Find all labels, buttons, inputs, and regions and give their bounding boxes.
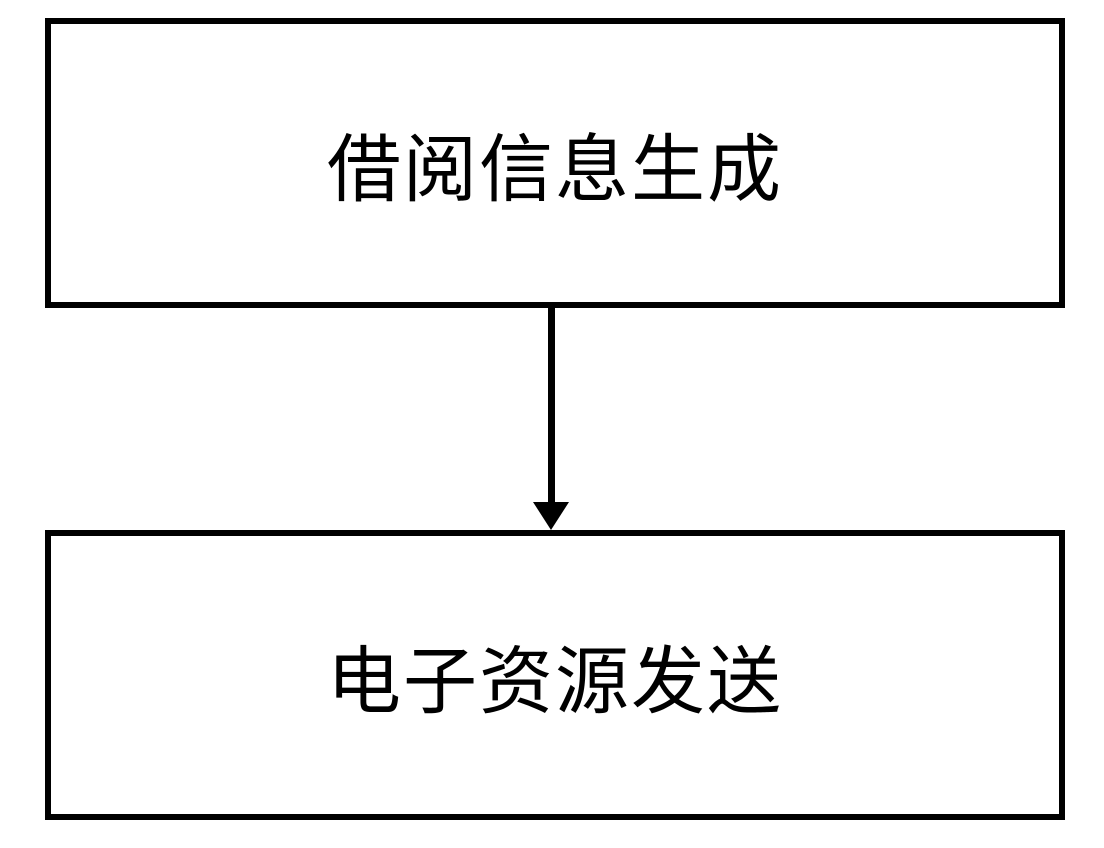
arrow-head-down-icon: [533, 502, 569, 530]
node-1-label: 借阅信息生成: [327, 110, 783, 217]
flowchart-node-2: 电子资源发送: [45, 530, 1065, 820]
flowchart-node-1: 借阅信息生成: [45, 18, 1065, 308]
node-2-label: 电子资源发送: [327, 622, 783, 729]
arrow-line: [548, 308, 555, 508]
